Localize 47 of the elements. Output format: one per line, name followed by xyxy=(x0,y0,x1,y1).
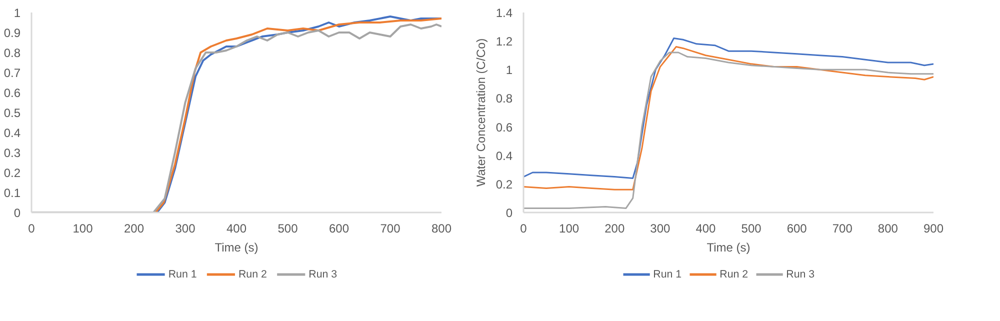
x-tick-label: 800 xyxy=(431,222,452,236)
legend-label: Run 3 xyxy=(786,268,815,280)
x-tick-label: 100 xyxy=(559,222,580,236)
legend-label: Run 3 xyxy=(308,268,338,280)
y-tick-label: 0.2 xyxy=(4,166,21,180)
x-tick-label: 500 xyxy=(278,222,298,236)
y-tick-label: 0.1 xyxy=(4,186,21,200)
y-tick-label: 1.4 xyxy=(496,6,513,20)
x-axis-title: Time (s) xyxy=(214,240,258,254)
y-tick-label: 0.8 xyxy=(4,46,21,60)
legend-label: Run 2 xyxy=(238,268,267,280)
y-tick-label: 0.3 xyxy=(4,146,21,160)
x-tick-label: 400 xyxy=(226,222,247,236)
y-tick-label: 0.7 xyxy=(4,66,21,80)
y-tick-label: 0.6 xyxy=(496,120,513,134)
y-tick-label: 0.5 xyxy=(4,106,21,120)
y-tick-label: 0 xyxy=(506,206,513,220)
y-tick-label: 0.4 xyxy=(4,126,21,140)
x-tick-label: 600 xyxy=(786,222,808,236)
x-tick-label: 900 xyxy=(923,222,944,236)
legend-label: Run 2 xyxy=(720,268,748,280)
x-axis-title: Time (s) xyxy=(706,240,750,254)
y-axis-title: Water Concentration (C/Co) xyxy=(474,38,488,187)
y-tick-label: 0.4 xyxy=(496,148,513,163)
y-tick-label: 0 xyxy=(14,206,21,220)
x-tick-label: 400 xyxy=(696,222,716,236)
x-tick-label: 300 xyxy=(175,222,196,236)
x-tick-label: 200 xyxy=(604,222,625,236)
x-tick-label: 600 xyxy=(328,222,350,236)
y-tick-label: 1.2 xyxy=(496,34,513,49)
legend-label: Run 1 xyxy=(168,268,197,280)
y-tick-label: 1 xyxy=(14,6,21,20)
y-tick-label: 1 xyxy=(506,63,513,78)
x-tick-label: 500 xyxy=(741,222,762,236)
y-tick-label: 0.2 xyxy=(496,177,513,192)
x-tick-label: 300 xyxy=(650,222,671,236)
x-tick-label: 700 xyxy=(380,222,401,236)
x-tick-label: 0 xyxy=(28,222,36,236)
x-tick-label: 200 xyxy=(124,222,144,236)
y-tick-label: 0.6 xyxy=(4,86,21,100)
x-tick-label: 800 xyxy=(878,222,898,236)
x-tick-label: 700 xyxy=(832,222,853,236)
y-tick-label: 0.8 xyxy=(496,92,513,106)
x-tick-label: 0 xyxy=(520,222,528,236)
legend-label: Run 1 xyxy=(653,268,682,280)
y-tick-label: 0.9 xyxy=(4,26,21,40)
x-tick-label: 100 xyxy=(72,222,94,236)
